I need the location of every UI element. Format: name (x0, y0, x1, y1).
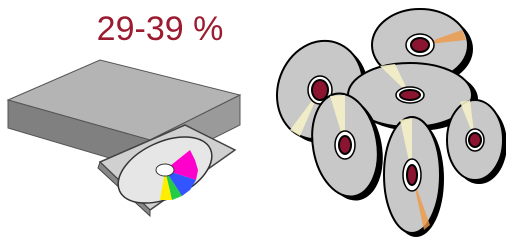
disc-pile (263, 9, 506, 237)
tray-disc-hole (156, 164, 174, 176)
illustration: 29-39 % (0, 0, 506, 240)
shape (400, 90, 420, 100)
page: 29-39 % (0, 0, 506, 240)
cd-drive (8, 60, 240, 217)
disc (447, 100, 506, 184)
percentage-label: 29-39 % (97, 10, 224, 48)
shape (411, 38, 429, 52)
shape (312, 80, 328, 100)
shape (339, 136, 351, 154)
disc (384, 117, 444, 237)
shape (407, 165, 417, 185)
shape (469, 133, 481, 147)
